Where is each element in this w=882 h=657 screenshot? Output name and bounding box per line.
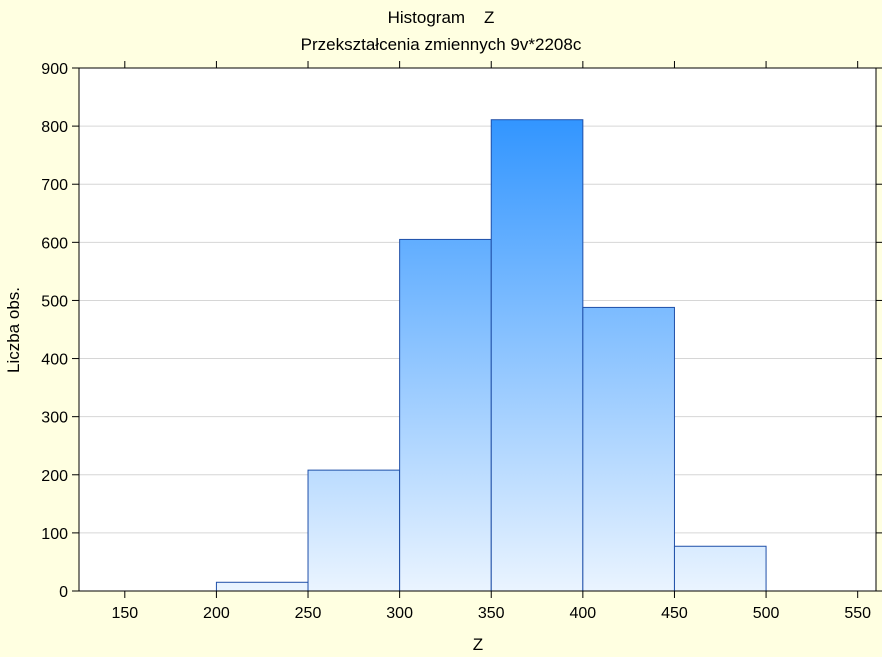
chart-title: Histogram Z xyxy=(388,8,495,27)
chart-subtitle: Przekształcenia zmiennych 9v*2208c xyxy=(301,35,582,54)
x-tick-label: 550 xyxy=(844,605,871,622)
histogram-bar xyxy=(673,545,767,592)
x-axis-title: Z xyxy=(473,635,483,654)
y-tick-label: 200 xyxy=(41,468,68,485)
x-tick-label: 450 xyxy=(661,605,688,622)
y-axis-ticks: 0 100 200 300 400 500 600 700 800 900 xyxy=(41,61,882,601)
x-tick-label: 500 xyxy=(753,605,780,622)
x-tick-label: 400 xyxy=(569,605,596,622)
histogram-bar xyxy=(582,306,675,592)
histogram-bar xyxy=(215,581,309,592)
y-tick-label: 800 xyxy=(41,119,68,136)
histogram-bar xyxy=(490,119,584,592)
y-tick-label: 300 xyxy=(41,410,68,427)
y-tick-label: 400 xyxy=(41,352,68,369)
x-tick-label: 250 xyxy=(295,605,322,622)
histogram-bar xyxy=(399,238,492,592)
x-tick-label: 200 xyxy=(203,605,230,622)
y-tick-label: 600 xyxy=(41,235,68,252)
y-axis-title: Liczba obs. xyxy=(4,287,23,373)
y-tick-label: 100 xyxy=(41,526,68,543)
x-tick-label: 300 xyxy=(386,605,413,622)
bars xyxy=(215,119,767,592)
x-axis-ticks: 150 200 250 300 350 400 450 500 550 xyxy=(111,61,871,622)
plot-frame xyxy=(78,67,877,592)
y-tick-label: 500 xyxy=(41,293,68,310)
y-tick-label: 0 xyxy=(59,584,68,601)
x-tick-label: 150 xyxy=(111,605,138,622)
y-tick-label: 900 xyxy=(41,61,68,78)
histogram-bar xyxy=(307,469,401,592)
y-tick-label: 700 xyxy=(41,177,68,194)
x-tick-label: 350 xyxy=(478,605,505,622)
